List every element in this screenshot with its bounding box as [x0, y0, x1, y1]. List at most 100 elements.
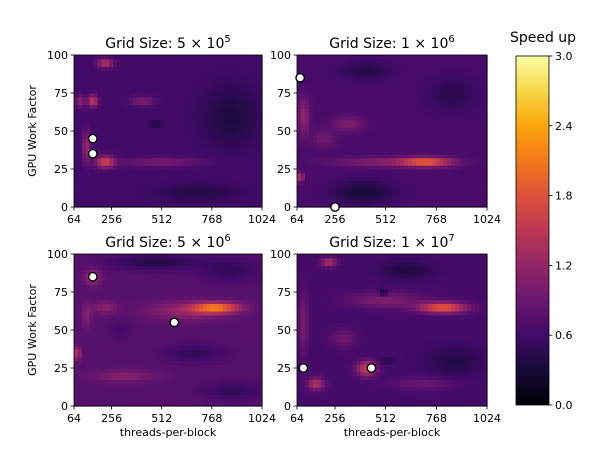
- heatmap-cell: [93, 318, 99, 323]
- heatmap-cell: [360, 150, 365, 155]
- heatmap-cell: [479, 195, 484, 200]
- heatmap-cell: [352, 176, 357, 181]
- heatmap-cell: [179, 402, 185, 407]
- heatmap-cell: [121, 66, 126, 71]
- heatmap-cell: [419, 134, 425, 140]
- heatmap-cell: [360, 119, 365, 124]
- heatmap-cell: [427, 188, 433, 193]
- heatmap-cell: [238, 74, 244, 79]
- heatmap-cell: [372, 62, 377, 67]
- heatmap-cell: [85, 85, 91, 90]
- heatmap-cell: [439, 161, 445, 166]
- heatmap-cell: [109, 108, 114, 113]
- heatmap-cell: [336, 184, 342, 189]
- heatmap-cell: [93, 161, 99, 166]
- heatmap-cell: [423, 161, 429, 166]
- heatmap-cell: [356, 108, 361, 113]
- heatmap-cell: [124, 299, 130, 304]
- heatmap-cell: [160, 203, 165, 208]
- heatmap-cell: [226, 127, 232, 132]
- heatmap-cell: [175, 184, 181, 189]
- heatmap-cell: [89, 322, 95, 327]
- heatmap-cell: [164, 81, 169, 86]
- heatmap-cell: [238, 96, 244, 102]
- heatmap-cell: [392, 176, 397, 181]
- heatmap-cell: [392, 180, 397, 185]
- heatmap-cell: [179, 150, 185, 155]
- heatmap-cell: [140, 108, 146, 113]
- heatmap-cell: [364, 74, 369, 79]
- heatmap-cell: [74, 276, 79, 282]
- heatmap-cell: [439, 127, 445, 132]
- heatmap-cell: [364, 180, 369, 185]
- heatmap-cell: [218, 123, 224, 128]
- heatmap-cell: [300, 58, 306, 64]
- heatmap-cell: [101, 62, 106, 67]
- heatmap-cell: [246, 191, 251, 197]
- heatmap-cell: [411, 100, 417, 105]
- heatmap-cell: [175, 364, 181, 369]
- heatmap-cell: [258, 119, 263, 124]
- heatmap-cell: [97, 55, 103, 60]
- heatmap-cell: [419, 176, 425, 181]
- heatmap-cell: [226, 165, 232, 170]
- heatmap-cell: [376, 104, 381, 109]
- heatmap-cell: [156, 96, 161, 102]
- heatmap-cell: [246, 146, 251, 151]
- heatmap-cell: [356, 58, 361, 64]
- heatmap-cell: [113, 368, 118, 373]
- heatmap-cell: [336, 134, 342, 140]
- heatmap-cell: [199, 157, 204, 162]
- heatmap-cell: [328, 161, 334, 166]
- heatmap-cell: [168, 112, 173, 117]
- heatmap-cell: [160, 66, 165, 71]
- heatmap-cell: [399, 184, 405, 189]
- heatmap-cell: [164, 89, 169, 94]
- heatmap-cell: [411, 172, 417, 178]
- heatmap-cell: [234, 127, 240, 132]
- heatmap-cell: [254, 131, 259, 136]
- heatmap-cell: [175, 58, 181, 64]
- heatmap-cell: [356, 85, 361, 90]
- heatmap-cell: [132, 326, 138, 331]
- heatmap-cell: [85, 96, 91, 102]
- heatmap-cell: [175, 100, 181, 105]
- heatmap-cell: [300, 81, 306, 86]
- heatmap-cell: [101, 257, 106, 263]
- heatmap-cell: [222, 157, 228, 162]
- heatmap-cell: [74, 70, 79, 75]
- heatmap-cell: [128, 112, 134, 117]
- heatmap-cell: [475, 195, 480, 200]
- heatmap-cell: [364, 85, 369, 90]
- heatmap-cell: [179, 169, 185, 174]
- heatmap-cell: [407, 157, 413, 162]
- heatmap-cell: [136, 307, 142, 312]
- heatmap-cell: [368, 108, 373, 113]
- heatmap-cell: [171, 161, 177, 166]
- heatmap-cell: [175, 394, 181, 399]
- heatmap-cell: [171, 172, 177, 178]
- heatmap-cell: [297, 96, 302, 102]
- heatmap-cell: [376, 161, 381, 166]
- heatmap-cell: [447, 93, 452, 98]
- heatmap-cell: [356, 191, 361, 197]
- heatmap-cell: [117, 176, 122, 181]
- heatmap-cell: [388, 146, 393, 151]
- heatmap-cell: [475, 161, 480, 166]
- heatmap-cell: [160, 70, 165, 75]
- heatmap-cell: [74, 55, 79, 60]
- heatmap-cell: [471, 165, 476, 170]
- heatmap-cell: [211, 85, 216, 90]
- heatmap-cell: [316, 134, 322, 140]
- heatmap-cell: [140, 153, 146, 159]
- heatmap-cell: [105, 303, 110, 308]
- heatmap-cell: [411, 176, 417, 181]
- heatmap-cell: [368, 199, 373, 204]
- heatmap-cell: [376, 89, 381, 94]
- heatmap-cell: [140, 138, 146, 143]
- heatmap-cell: [164, 119, 169, 124]
- heatmap-cell: [407, 108, 413, 113]
- heatmap-cell: [144, 322, 150, 327]
- heatmap-cell: [384, 131, 389, 136]
- heatmap-cell: [93, 146, 99, 151]
